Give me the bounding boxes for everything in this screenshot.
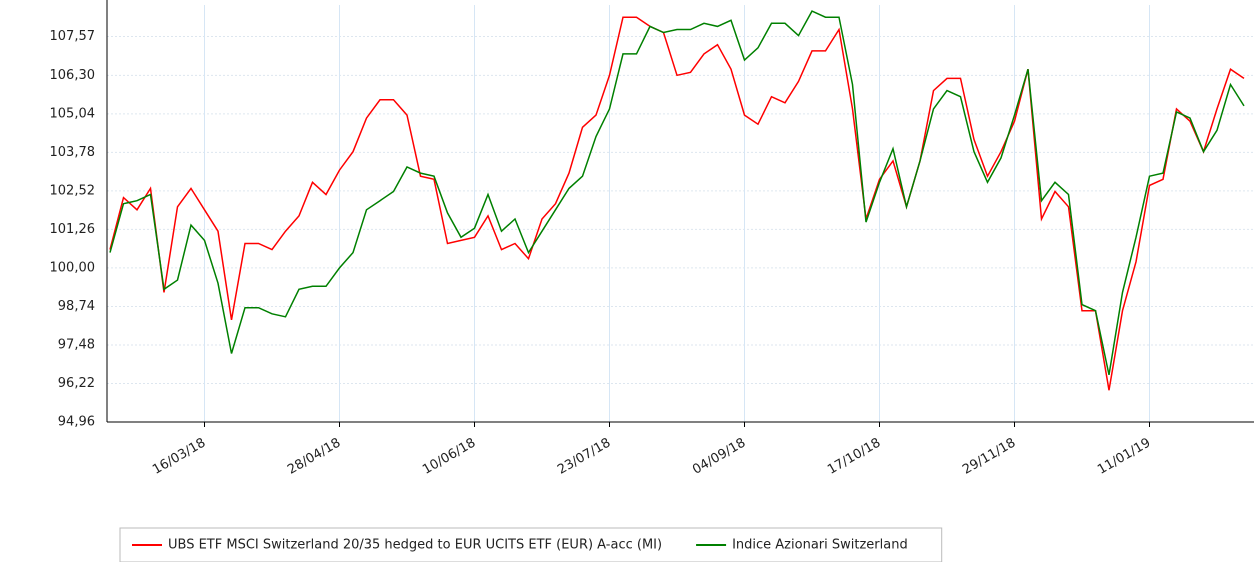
series-line — [109, 10, 1245, 376]
y-tick-label: 102,52 — [50, 183, 96, 198]
x-tick-label: 29/11/18 — [960, 436, 1018, 478]
x-tick-label: 28/04/18 — [285, 436, 343, 478]
series-line — [109, 16, 1245, 391]
legend-label: UBS ETF MSCI Switzerland 20/35 hedged to… — [168, 538, 662, 553]
x-tick-label: 04/09/18 — [690, 436, 748, 478]
y-tick-label: 98,74 — [58, 299, 95, 314]
legend-label: Indice Azionari Switzerland — [732, 538, 908, 553]
y-tick-label: 94,96 — [58, 415, 95, 430]
y-tick-label: 107,57 — [50, 29, 96, 44]
x-tick-label: 11/01/19 — [1095, 436, 1153, 478]
y-tick-label: 96,22 — [58, 376, 95, 391]
x-tick-label: 23/07/18 — [555, 436, 613, 478]
x-tick-label: 17/10/18 — [825, 436, 883, 478]
y-tick-label: 103,78 — [50, 145, 96, 160]
x-tick-label: 16/03/18 — [150, 436, 208, 478]
y-tick-label: 101,26 — [50, 222, 96, 237]
legend-box — [119, 527, 943, 562]
y-tick-label: 100,00 — [50, 260, 96, 275]
y-tick-label: 105,04 — [50, 106, 96, 121]
y-tick-label: 97,48 — [58, 337, 95, 352]
x-tick-label: 10/06/18 — [420, 436, 478, 478]
y-tick-label: 106,30 — [50, 68, 96, 83]
